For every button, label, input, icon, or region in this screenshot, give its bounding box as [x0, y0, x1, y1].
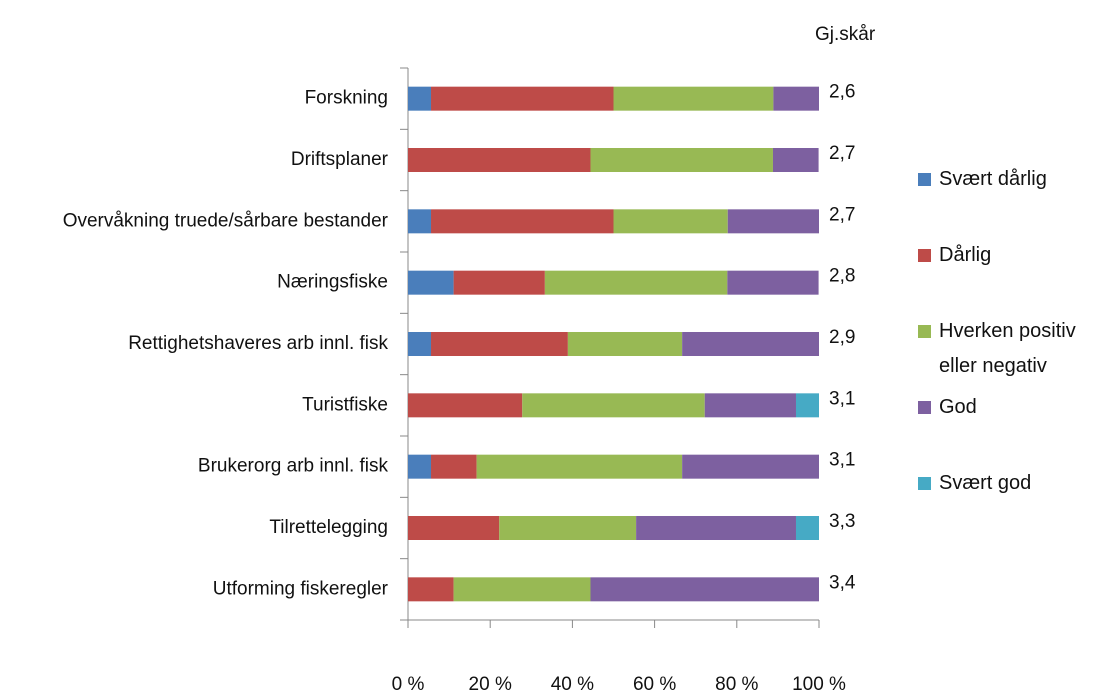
legend-item: God: [918, 390, 1108, 425]
score-label: 3,1: [829, 450, 855, 471]
legend-label: Hverken positiv eller negativ: [939, 320, 1076, 377]
legend-swatch: [918, 325, 931, 338]
score-label: 2,7: [829, 204, 855, 225]
x-tick-label: 60 %: [633, 674, 676, 693]
y-tick-label: Tilrettelegging: [269, 517, 388, 538]
bar-segment: [408, 86, 432, 111]
legend-swatch: [918, 173, 931, 186]
bar-segment: [408, 516, 500, 540]
legend-item: Svært god: [918, 466, 1108, 501]
x-tick-label: 100 %: [792, 674, 846, 693]
bar-segment: [476, 454, 683, 479]
bar-segment: [408, 577, 454, 602]
legend-label: Svært god: [939, 472, 1032, 494]
legend-label: God: [939, 396, 977, 418]
y-tick-label: Driftsplaner: [291, 149, 389, 170]
bar-segment: [408, 270, 454, 295]
bar-segment: [431, 454, 477, 479]
legend-item: Dårlig: [918, 238, 1108, 273]
bar-segment: [613, 209, 728, 234]
bar-segment: [727, 209, 819, 234]
score-label: 2,9: [829, 327, 855, 348]
bar-segment: [431, 209, 614, 234]
x-tick-label: 40 %: [551, 674, 594, 693]
bar-segment: [408, 209, 432, 234]
bar-segment: [704, 393, 796, 418]
bar-segment: [567, 332, 683, 356]
score-label: 2,6: [829, 82, 855, 103]
legend-label: Svært dårlig: [939, 168, 1047, 190]
y-tick-label: Næringsfiske: [277, 272, 388, 293]
y-tick-label: Utforming fiskeregler: [213, 578, 389, 599]
bar-segment: [795, 393, 819, 418]
score-label: 3,4: [829, 572, 856, 593]
score-label: 2,8: [829, 266, 855, 287]
score-header: Gj.skår: [815, 24, 876, 45]
bar-segment: [408, 148, 591, 172]
score-label: 3,1: [829, 388, 855, 409]
bar-segment: [795, 516, 819, 540]
y-tick-label: Brukerorg arb innl. fisk: [198, 456, 389, 477]
bar-segment: [590, 577, 819, 602]
bar-segment: [773, 86, 819, 111]
legend-swatch: [918, 249, 931, 262]
y-tick-label: Forskning: [305, 88, 388, 109]
legend-item: Hverken positiv eller negativ: [918, 314, 1108, 384]
bar-segment: [453, 577, 591, 602]
bar-segment: [636, 516, 796, 540]
x-tick-label: 20 %: [469, 674, 512, 693]
bar-segment: [499, 516, 637, 540]
bar-segment: [682, 454, 819, 479]
legend: Svært dårlig Dårlig Hverken positiv eller …: [918, 162, 1108, 542]
legend-label: Dårlig: [939, 244, 992, 266]
legend-item: Svært dårlig: [918, 162, 1108, 197]
score-label: 3,3: [829, 511, 855, 532]
bar-segment: [408, 454, 432, 479]
x-tick-label: 0 %: [392, 674, 425, 693]
bar-segment: [408, 393, 523, 418]
bar-segment: [772, 148, 819, 172]
y-tick-label: Rettighetshaveres arb innl. fisk: [128, 333, 388, 354]
bar-segment: [727, 270, 819, 295]
bar-segment: [431, 86, 614, 111]
y-tick-label: Turistfiske: [302, 394, 388, 415]
bar-segment: [431, 332, 568, 356]
y-tick-label: Overvåkning truede/sårbare bestander: [63, 210, 389, 231]
bar-segment: [522, 393, 705, 418]
bar-segment: [408, 332, 432, 356]
bar-segment: [590, 148, 773, 172]
bar-segment: [453, 270, 545, 295]
bar-segment: [613, 86, 774, 111]
legend-swatch: [918, 401, 931, 414]
bar-segment: [544, 270, 728, 295]
score-label: 2,7: [829, 143, 855, 164]
legend-swatch: [918, 477, 931, 490]
x-tick-label: 80 %: [715, 674, 758, 693]
bar-segment: [682, 332, 819, 356]
